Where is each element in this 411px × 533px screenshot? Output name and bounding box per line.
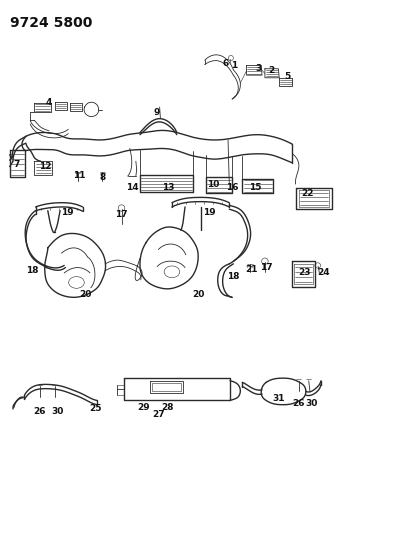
Text: 21: 21	[245, 265, 258, 273]
Text: 14: 14	[126, 183, 139, 192]
Text: 17: 17	[260, 263, 272, 272]
Text: 24: 24	[317, 269, 330, 277]
Text: 29: 29	[137, 403, 150, 412]
Text: 26: 26	[33, 407, 46, 416]
Text: 6: 6	[222, 59, 228, 68]
Text: 18: 18	[227, 272, 240, 280]
Text: 23: 23	[298, 269, 311, 277]
Text: 22: 22	[301, 189, 313, 198]
Text: 19: 19	[203, 208, 216, 217]
Text: 15: 15	[249, 183, 262, 192]
Text: 8: 8	[99, 173, 105, 182]
Text: 18: 18	[26, 266, 39, 275]
Text: 19: 19	[61, 208, 74, 217]
Text: 5: 5	[284, 71, 291, 80]
Text: 28: 28	[162, 403, 174, 412]
Text: 3: 3	[256, 64, 262, 73]
Text: 20: 20	[80, 289, 92, 298]
Bar	[152, 383, 181, 391]
Text: 7: 7	[13, 160, 19, 169]
Text: 1: 1	[231, 61, 237, 70]
Text: 9724 5800: 9724 5800	[10, 15, 92, 29]
Text: 26: 26	[293, 399, 305, 408]
Text: 31: 31	[272, 394, 285, 403]
Text: 16: 16	[226, 183, 238, 192]
Text: 9: 9	[154, 108, 160, 117]
Text: 11: 11	[73, 171, 85, 180]
Text: 20: 20	[192, 289, 204, 298]
Text: 10: 10	[208, 180, 220, 189]
Text: 30: 30	[305, 399, 317, 408]
Text: 27: 27	[152, 410, 165, 419]
Text: 2: 2	[268, 67, 274, 75]
Text: 30: 30	[51, 407, 63, 416]
Text: 12: 12	[39, 162, 51, 171]
Text: 4: 4	[46, 98, 52, 107]
Text: 25: 25	[90, 405, 102, 414]
Text: 13: 13	[162, 183, 174, 192]
Text: 17: 17	[115, 210, 128, 219]
